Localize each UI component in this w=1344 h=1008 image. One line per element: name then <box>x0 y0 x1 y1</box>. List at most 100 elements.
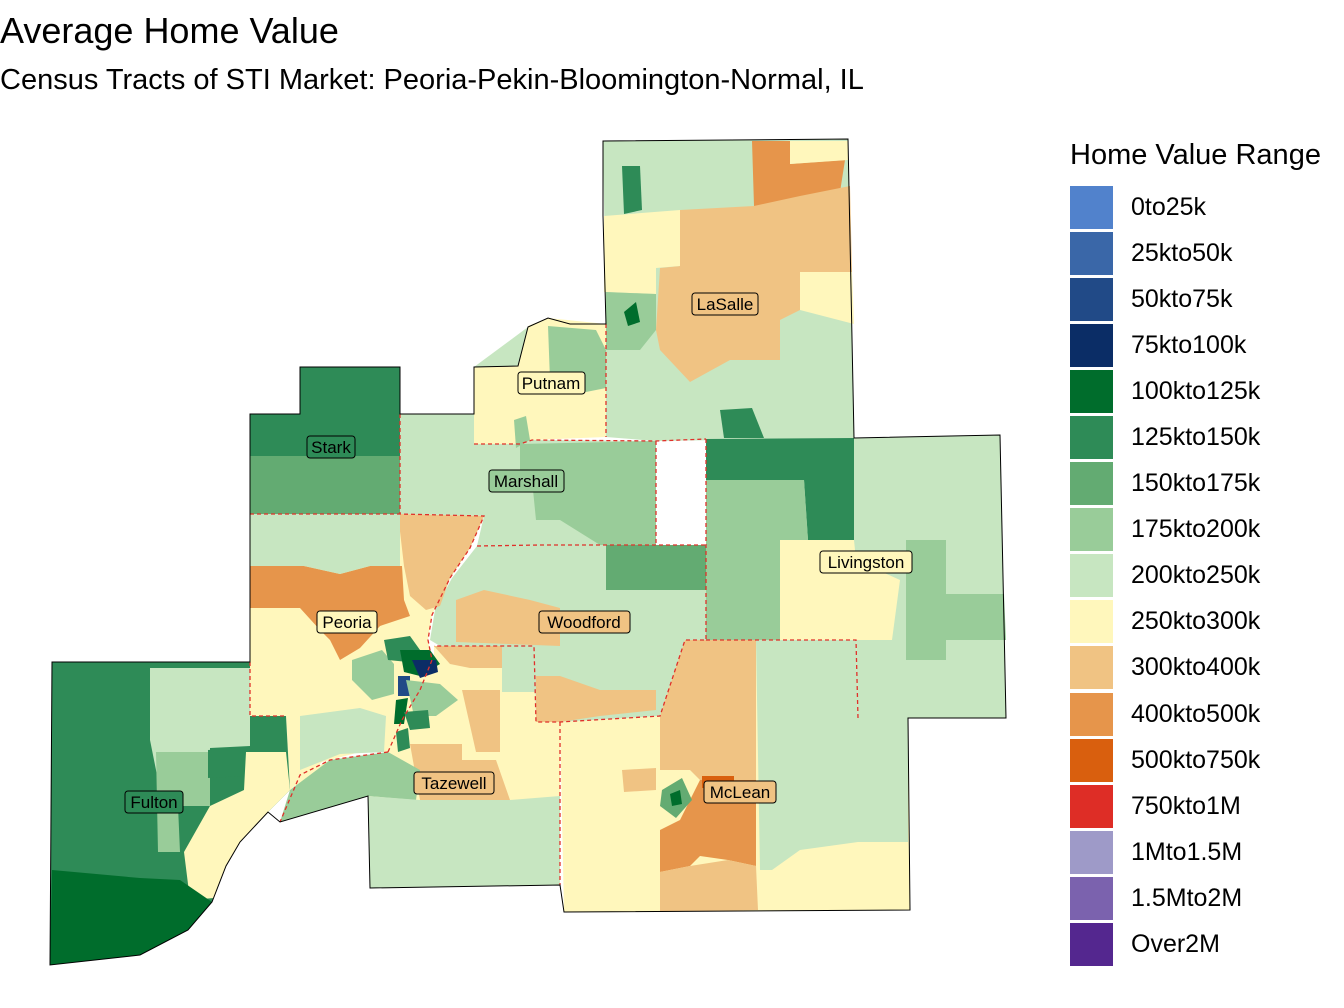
tract <box>536 676 656 722</box>
legend-swatch <box>1070 600 1113 644</box>
legend-swatch <box>1070 784 1113 828</box>
legend-label: 100kto125k <box>1131 376 1261 405</box>
legend-swatch <box>1070 508 1113 552</box>
tract <box>502 646 536 692</box>
legend-swatch <box>1070 416 1113 460</box>
label-livingston: Livingston <box>819 550 913 574</box>
tract <box>406 680 458 716</box>
legend-label: 300kto400k <box>1131 653 1261 682</box>
county-name: LaSalle <box>697 295 754 314</box>
tract <box>606 545 706 590</box>
legend-item: 750kto1M <box>1070 783 1344 829</box>
county-name: Marshall <box>494 472 558 491</box>
legend-item: 500kto750k <box>1070 737 1344 783</box>
tract <box>514 416 530 448</box>
legend-label: 150kto175k <box>1131 469 1261 498</box>
tract <box>300 708 386 770</box>
legend-swatch <box>1070 738 1113 782</box>
label-stark: Stark <box>306 435 356 459</box>
market-outline <box>49 138 1007 966</box>
tract <box>706 438 854 540</box>
legend-swatch <box>1070 646 1113 690</box>
county-name: Livingston <box>828 553 905 572</box>
county-labels: LaSalle Putnam Stark Marshall Livingston… <box>124 292 913 814</box>
legend-label: 250kto300k <box>1131 607 1261 636</box>
legend-swatch <box>1070 554 1113 598</box>
tract <box>800 272 854 324</box>
legend-label: 400kto500k <box>1131 699 1261 728</box>
legend-label: 500kto750k <box>1131 745 1261 774</box>
legend-label: 1.5Mto2M <box>1131 883 1243 912</box>
legend-title: Home Value Range <box>1070 139 1321 171</box>
legend-item: 200kto250k <box>1070 553 1344 599</box>
legend-item: 175kto200k <box>1070 507 1344 553</box>
tract <box>660 860 758 912</box>
legend-label: 200kto250k <box>1131 561 1261 590</box>
tract <box>368 796 560 888</box>
county-name: Peoria <box>322 613 372 632</box>
legend-item: 400kto500k <box>1070 691 1344 737</box>
tract <box>352 650 394 700</box>
tract <box>434 646 502 668</box>
legend-label: 75kto100k <box>1131 330 1247 359</box>
legend-swatch <box>1070 369 1113 413</box>
legend-items: 0to25k 25kto50k 50kto75k 75kto100k 100kto125… <box>1070 184 1344 968</box>
label-marshall: Marshall <box>488 469 565 493</box>
choropleth-map: LaSalle Putnam Stark Marshall Livingston… <box>49 138 1007 966</box>
legend-swatch <box>1070 277 1113 321</box>
label-tazewell: Tazewell <box>413 771 495 795</box>
county-border <box>434 439 707 723</box>
legend: Home Value Range 0to25k 25kto50k 50kto75k 7… <box>1070 138 1344 968</box>
county-name: Woodford <box>547 613 620 632</box>
tract <box>396 728 410 752</box>
legend-item: 0to25k <box>1070 184 1344 230</box>
tract <box>404 710 430 730</box>
tract <box>250 367 400 456</box>
tract <box>656 186 852 382</box>
tract <box>456 590 560 646</box>
tract <box>50 870 212 965</box>
county-name: Putnam <box>522 374 581 393</box>
legend-label: Over2M <box>1131 930 1220 959</box>
legend-item: 25kto50k <box>1070 230 1344 276</box>
tract <box>622 768 656 792</box>
tract <box>250 514 400 574</box>
legend-swatch <box>1070 830 1113 874</box>
label-lasalle: LaSalle <box>691 292 759 316</box>
county-name: Fulton <box>130 793 177 812</box>
tract <box>280 752 420 822</box>
map-subtitle: Census Tracts of STI Market: Peoria-Peki… <box>0 64 864 96</box>
legend-item: 150kto175k <box>1070 461 1344 507</box>
legend-label: 125kto150k <box>1131 423 1261 452</box>
tract <box>780 540 900 640</box>
tract <box>752 141 845 206</box>
legend-item: 100kto125k <box>1070 368 1344 414</box>
county-borders <box>249 324 859 885</box>
county-border <box>249 662 286 717</box>
county-name: Stark <box>311 438 351 457</box>
legend-item: 1.5Mto2M <box>1070 875 1344 921</box>
county-border <box>250 513 485 753</box>
tract <box>756 640 908 870</box>
tract <box>208 748 244 778</box>
label-putnam: Putnam <box>517 371 586 395</box>
tract <box>622 166 642 214</box>
legend-swatch <box>1070 323 1113 367</box>
tract <box>184 752 290 900</box>
label-fulton: Fulton <box>124 790 184 814</box>
legend-item: 75kto100k <box>1070 322 1344 368</box>
legend-item: Over2M <box>1070 922 1344 968</box>
legend-item: 50kto75k <box>1070 276 1344 322</box>
legend-swatch <box>1070 876 1113 920</box>
tract <box>906 540 1006 660</box>
tract <box>660 640 756 780</box>
county-name: McLean <box>710 783 770 802</box>
label-mclean: McLean <box>703 780 777 804</box>
legend-item: 125kto150k <box>1070 414 1344 460</box>
tract <box>720 408 764 438</box>
tract <box>624 302 640 326</box>
tract <box>790 141 848 164</box>
legend-item: 1Mto1.5M <box>1070 829 1344 875</box>
legend-label: 50kto75k <box>1131 284 1233 313</box>
legend-swatch <box>1070 462 1113 506</box>
